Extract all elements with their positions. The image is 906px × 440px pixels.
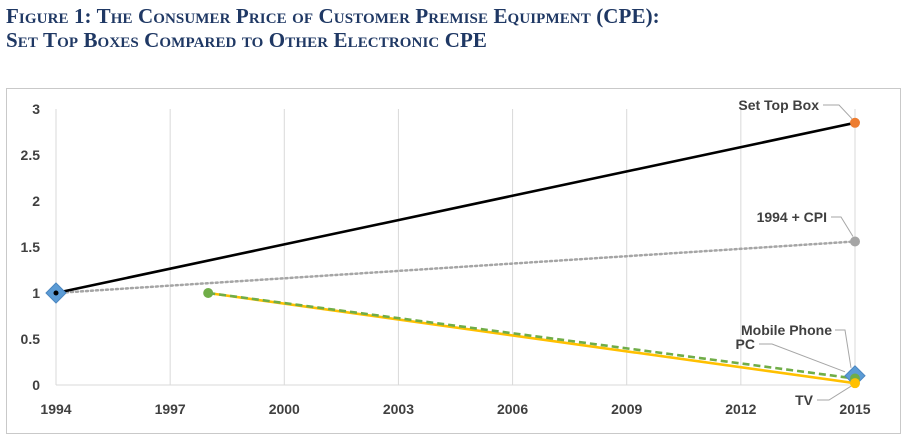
series-line-tv bbox=[208, 291, 856, 385]
x-tick-label-2009: 2009 bbox=[611, 401, 642, 417]
y-tick-label-2: 2 bbox=[32, 193, 40, 209]
series-marker-tv-2015 bbox=[850, 378, 860, 389]
series-line-pc bbox=[208, 291, 856, 380]
series-marker-pc-1998 bbox=[203, 288, 214, 298]
y-tick-label-1.5: 1.5 bbox=[21, 239, 41, 255]
leader-line-1994-cpi bbox=[831, 216, 854, 237]
figure-title-line-1: Figure 1: The Consumer Price of Customer… bbox=[6, 4, 660, 28]
series-line-set-top-box bbox=[55, 121, 856, 295]
x-tick-label-2015: 2015 bbox=[839, 401, 870, 417]
series-line-1994-cpi bbox=[54, 240, 857, 295]
x-tick-label-2006: 2006 bbox=[497, 401, 528, 417]
series-label-mobile-phone: Mobile Phone bbox=[741, 322, 832, 338]
y-tick-label-0.5: 0.5 bbox=[21, 331, 41, 347]
series-marker-set-top-box-2015 bbox=[850, 117, 860, 128]
chart-frame: 1994 1997 2000 2003 2006 2009 2012 2015 0 0.5 1 1.5… bbox=[6, 88, 901, 434]
series-label-tv: TV bbox=[795, 392, 814, 408]
figure-title: Figure 1: The Consumer Price of Customer… bbox=[6, 4, 660, 52]
leader-line-set-top-box bbox=[823, 104, 853, 120]
leader-line-mobile-phone bbox=[835, 329, 852, 368]
series-marker-1994-cpi-2015 bbox=[850, 236, 860, 247]
leader-line-pc bbox=[759, 343, 846, 373]
y-tick-label-2.5: 2.5 bbox=[21, 147, 41, 163]
y-tick-label-1: 1 bbox=[32, 285, 40, 301]
figure-title-line-2: Set Top Boxes Compared to Other Electron… bbox=[6, 28, 487, 52]
x-tick-label-1997: 1997 bbox=[155, 401, 186, 417]
series-label-1994-cpi: 1994 + CPI bbox=[757, 209, 827, 225]
series-marker-set-top-box-1994 bbox=[53, 290, 59, 296]
series-label-set-top-box: Set Top Box bbox=[738, 97, 819, 113]
series-label-pc: PC bbox=[736, 336, 755, 352]
x-tick-label-2012: 2012 bbox=[725, 401, 756, 417]
leader-line-tv bbox=[817, 385, 852, 401]
price-chart: 1994 1997 2000 2003 2006 2009 2012 2015 0 0.5 1 1.5… bbox=[21, 97, 871, 417]
y-tick-label-3: 3 bbox=[32, 101, 40, 117]
x-tick-label-2000: 2000 bbox=[269, 401, 300, 417]
y-tick-label-0: 0 bbox=[32, 377, 40, 393]
x-tick-label-1994: 1994 bbox=[40, 401, 71, 417]
x-tick-label-2003: 2003 bbox=[383, 401, 414, 417]
